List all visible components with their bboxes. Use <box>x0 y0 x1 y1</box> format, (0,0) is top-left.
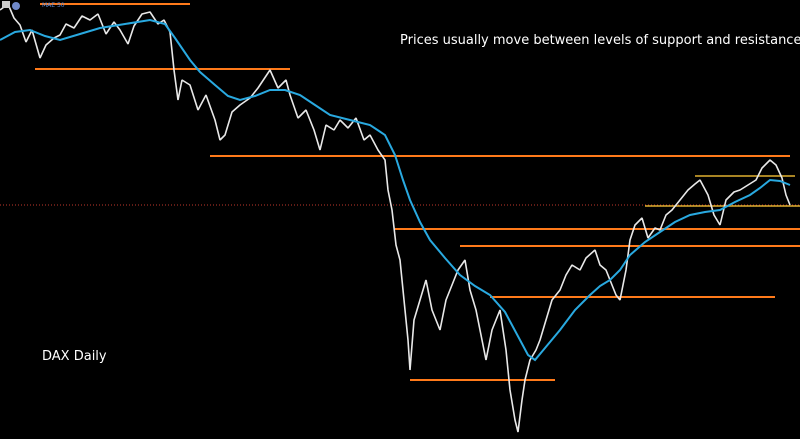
indicator-icon <box>2 1 10 8</box>
price-bars <box>0 3 791 433</box>
indicator-label: MAE 50 <box>42 2 65 9</box>
moving-average <box>0 18 791 362</box>
levels <box>35 3 800 381</box>
annotation: Prices usually move between levels of su… <box>400 33 800 48</box>
minor-levels <box>645 175 800 207</box>
indicator-icon <box>12 2 20 10</box>
symbol-label: DAX Daily <box>42 349 107 364</box>
